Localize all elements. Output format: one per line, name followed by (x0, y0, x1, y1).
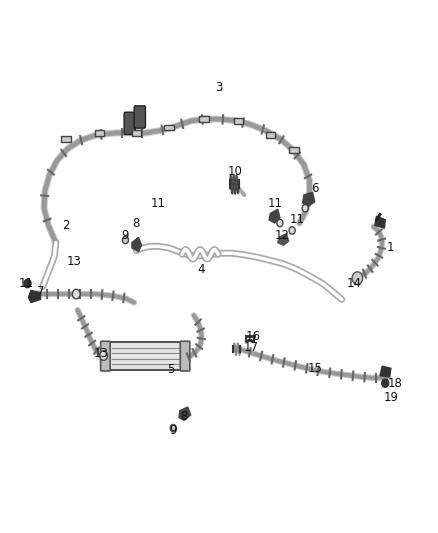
FancyBboxPatch shape (180, 341, 190, 371)
FancyBboxPatch shape (124, 112, 135, 134)
Text: 9: 9 (170, 424, 177, 438)
Text: 2: 2 (62, 219, 70, 232)
Circle shape (170, 424, 177, 432)
FancyBboxPatch shape (101, 341, 110, 371)
Text: 16: 16 (245, 330, 261, 343)
Polygon shape (132, 237, 141, 252)
Text: 7: 7 (37, 286, 44, 298)
Text: 18: 18 (388, 377, 403, 390)
Bar (61, 136, 71, 142)
Bar (95, 130, 104, 136)
Text: 10: 10 (227, 165, 242, 177)
Polygon shape (380, 366, 391, 377)
Text: 9: 9 (121, 229, 128, 242)
Text: 8: 8 (180, 409, 188, 423)
Text: 13: 13 (67, 255, 82, 268)
Text: 13: 13 (94, 348, 109, 360)
Text: 14: 14 (346, 277, 361, 290)
Polygon shape (28, 290, 41, 303)
Polygon shape (179, 407, 191, 420)
Text: 17: 17 (243, 341, 258, 353)
Polygon shape (303, 192, 315, 207)
Circle shape (100, 351, 108, 360)
Circle shape (289, 227, 295, 234)
Bar (289, 147, 299, 153)
Bar (164, 125, 174, 131)
Circle shape (302, 205, 308, 212)
Polygon shape (375, 216, 385, 228)
Text: 15: 15 (307, 362, 322, 375)
Circle shape (122, 236, 128, 244)
Bar (234, 118, 244, 124)
Text: 5: 5 (167, 364, 175, 376)
Text: 6: 6 (311, 182, 318, 195)
Text: 11: 11 (19, 277, 34, 290)
Text: 11: 11 (151, 197, 166, 211)
FancyBboxPatch shape (134, 106, 145, 128)
Circle shape (277, 219, 283, 227)
Text: 12: 12 (275, 229, 290, 242)
Text: 11: 11 (268, 197, 283, 211)
Polygon shape (269, 209, 280, 223)
Text: 4: 4 (198, 263, 205, 276)
Text: 11: 11 (290, 213, 305, 227)
Text: 19: 19 (383, 392, 399, 405)
Circle shape (24, 279, 31, 288)
Bar (131, 130, 141, 136)
Circle shape (352, 272, 363, 285)
Polygon shape (278, 233, 289, 245)
Bar (199, 116, 208, 122)
Text: 8: 8 (133, 216, 140, 230)
Text: 1: 1 (387, 241, 395, 254)
FancyBboxPatch shape (110, 342, 181, 370)
Bar (265, 132, 275, 138)
Circle shape (72, 289, 80, 299)
Circle shape (382, 379, 389, 387)
Text: 3: 3 (215, 81, 223, 94)
